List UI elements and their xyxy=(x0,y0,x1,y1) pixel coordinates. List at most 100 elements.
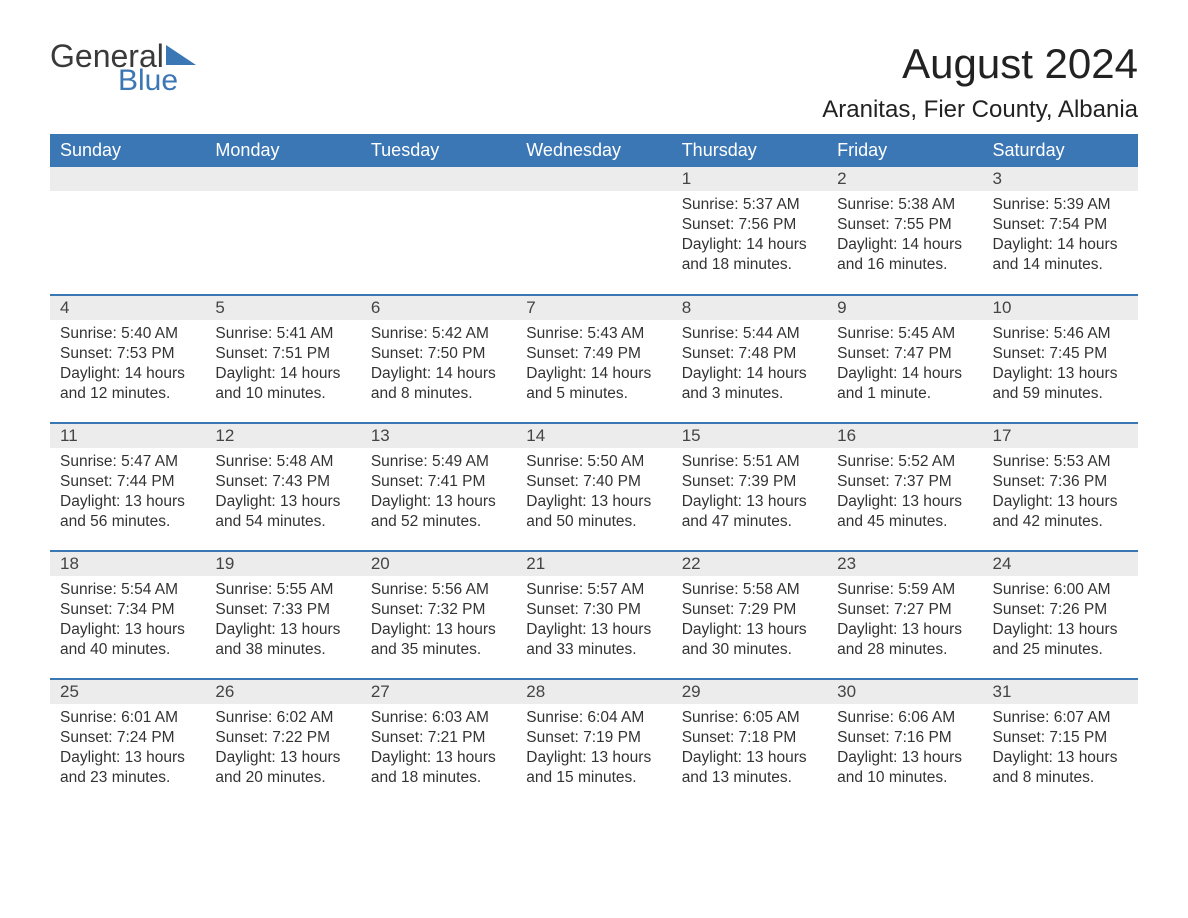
sunrise-text: Sunrise: 5:40 AM xyxy=(60,324,195,344)
daylight-text: Daylight: 13 hours and 40 minutes. xyxy=(60,620,195,660)
day-number: 25 xyxy=(50,680,205,704)
day-number: 23 xyxy=(827,552,982,576)
day-data: Sunrise: 5:49 AMSunset: 7:41 PMDaylight:… xyxy=(361,448,516,541)
logo-text-blue: Blue xyxy=(118,66,178,96)
day-number: 6 xyxy=(361,296,516,320)
day-number: 27 xyxy=(361,680,516,704)
calendar-week-row: 11Sunrise: 5:47 AMSunset: 7:44 PMDayligh… xyxy=(50,423,1138,551)
day-number: 24 xyxy=(983,552,1138,576)
calendar-day-cell: 20Sunrise: 5:56 AMSunset: 7:32 PMDayligh… xyxy=(361,551,516,679)
calendar-day-cell: 24Sunrise: 6:00 AMSunset: 7:26 PMDayligh… xyxy=(983,551,1138,679)
day-number: 21 xyxy=(516,552,671,576)
calendar-day-cell: 22Sunrise: 5:58 AMSunset: 7:29 PMDayligh… xyxy=(672,551,827,679)
sunrise-text: Sunrise: 5:41 AM xyxy=(215,324,350,344)
day-data: Sunrise: 5:41 AMSunset: 7:51 PMDaylight:… xyxy=(205,320,360,413)
calendar-week-row: 25Sunrise: 6:01 AMSunset: 7:24 PMDayligh… xyxy=(50,679,1138,807)
day-number: 13 xyxy=(361,424,516,448)
day-data: Sunrise: 5:38 AMSunset: 7:55 PMDaylight:… xyxy=(827,191,982,284)
calendar-week-row: 18Sunrise: 5:54 AMSunset: 7:34 PMDayligh… xyxy=(50,551,1138,679)
sunrise-text: Sunrise: 5:55 AM xyxy=(215,580,350,600)
calendar-day-cell: 14Sunrise: 5:50 AMSunset: 7:40 PMDayligh… xyxy=(516,423,671,551)
sunset-text: Sunset: 7:39 PM xyxy=(682,472,817,492)
daylight-text: Daylight: 13 hours and 35 minutes. xyxy=(371,620,506,660)
sunset-text: Sunset: 7:29 PM xyxy=(682,600,817,620)
header: General Blue August 2024 Aranitas, Fier … xyxy=(50,40,1138,124)
sunset-text: Sunset: 7:22 PM xyxy=(215,728,350,748)
daylight-text: Daylight: 13 hours and 42 minutes. xyxy=(993,492,1128,532)
daylight-text: Daylight: 14 hours and 3 minutes. xyxy=(682,364,817,404)
daylight-text: Daylight: 13 hours and 38 minutes. xyxy=(215,620,350,660)
sunrise-text: Sunrise: 5:56 AM xyxy=(371,580,506,600)
calendar-day-cell xyxy=(361,167,516,295)
sunset-text: Sunset: 7:24 PM xyxy=(60,728,195,748)
sunset-text: Sunset: 7:43 PM xyxy=(215,472,350,492)
day-number: 30 xyxy=(827,680,982,704)
sunrise-text: Sunrise: 5:50 AM xyxy=(526,452,661,472)
sunset-text: Sunset: 7:55 PM xyxy=(837,215,972,235)
sunrise-text: Sunrise: 5:52 AM xyxy=(837,452,972,472)
day-number: 16 xyxy=(827,424,982,448)
day-data: Sunrise: 5:40 AMSunset: 7:53 PMDaylight:… xyxy=(50,320,205,413)
sunrise-text: Sunrise: 5:45 AM xyxy=(837,324,972,344)
daylight-text: Daylight: 14 hours and 14 minutes. xyxy=(993,235,1128,275)
day-number: 2 xyxy=(827,167,982,191)
daylight-text: Daylight: 13 hours and 30 minutes. xyxy=(682,620,817,660)
day-number: 29 xyxy=(672,680,827,704)
calendar-day-cell: 31Sunrise: 6:07 AMSunset: 7:15 PMDayligh… xyxy=(983,679,1138,807)
daylight-text: Daylight: 13 hours and 54 minutes. xyxy=(215,492,350,532)
weekday-header: Wednesday xyxy=(516,134,671,167)
calendar-day-cell: 2Sunrise: 5:38 AMSunset: 7:55 PMDaylight… xyxy=(827,167,982,295)
daylight-text: Daylight: 13 hours and 52 minutes. xyxy=(371,492,506,532)
sunset-text: Sunset: 7:51 PM xyxy=(215,344,350,364)
title-block: August 2024 Aranitas, Fier County, Alban… xyxy=(822,40,1138,124)
sunset-text: Sunset: 7:21 PM xyxy=(371,728,506,748)
sunrise-text: Sunrise: 5:48 AM xyxy=(215,452,350,472)
day-number: 3 xyxy=(983,167,1138,191)
calendar-day-cell: 11Sunrise: 5:47 AMSunset: 7:44 PMDayligh… xyxy=(50,423,205,551)
day-data: Sunrise: 6:07 AMSunset: 7:15 PMDaylight:… xyxy=(983,704,1138,797)
calendar-week-row: 4Sunrise: 5:40 AMSunset: 7:53 PMDaylight… xyxy=(50,295,1138,423)
day-number xyxy=(50,167,205,191)
sunset-text: Sunset: 7:47 PM xyxy=(837,344,972,364)
day-number: 26 xyxy=(205,680,360,704)
daylight-text: Daylight: 13 hours and 20 minutes. xyxy=(215,748,350,788)
day-number: 15 xyxy=(672,424,827,448)
location: Aranitas, Fier County, Albania xyxy=(822,96,1138,124)
logo: General Blue xyxy=(50,40,196,96)
day-data: Sunrise: 5:44 AMSunset: 7:48 PMDaylight:… xyxy=(672,320,827,413)
sunrise-text: Sunrise: 5:54 AM xyxy=(60,580,195,600)
daylight-text: Daylight: 14 hours and 1 minute. xyxy=(837,364,972,404)
daylight-text: Daylight: 13 hours and 13 minutes. xyxy=(682,748,817,788)
day-data: Sunrise: 5:47 AMSunset: 7:44 PMDaylight:… xyxy=(50,448,205,541)
calendar-day-cell: 5Sunrise: 5:41 AMSunset: 7:51 PMDaylight… xyxy=(205,295,360,423)
day-data: Sunrise: 6:03 AMSunset: 7:21 PMDaylight:… xyxy=(361,704,516,797)
calendar-day-cell: 27Sunrise: 6:03 AMSunset: 7:21 PMDayligh… xyxy=(361,679,516,807)
daylight-text: Daylight: 13 hours and 50 minutes. xyxy=(526,492,661,532)
month-title: August 2024 xyxy=(822,40,1138,88)
day-number: 17 xyxy=(983,424,1138,448)
calendar-day-cell: 9Sunrise: 5:45 AMSunset: 7:47 PMDaylight… xyxy=(827,295,982,423)
sunrise-text: Sunrise: 5:46 AM xyxy=(993,324,1128,344)
calendar-day-cell xyxy=(205,167,360,295)
day-number: 19 xyxy=(205,552,360,576)
calendar-day-cell: 4Sunrise: 5:40 AMSunset: 7:53 PMDaylight… xyxy=(50,295,205,423)
day-data: Sunrise: 5:43 AMSunset: 7:49 PMDaylight:… xyxy=(516,320,671,413)
daylight-text: Daylight: 14 hours and 5 minutes. xyxy=(526,364,661,404)
sunrise-text: Sunrise: 5:57 AM xyxy=(526,580,661,600)
weekday-header: Tuesday xyxy=(361,134,516,167)
day-data: Sunrise: 5:48 AMSunset: 7:43 PMDaylight:… xyxy=(205,448,360,541)
daylight-text: Daylight: 13 hours and 15 minutes. xyxy=(526,748,661,788)
sunset-text: Sunset: 7:53 PM xyxy=(60,344,195,364)
day-data: Sunrise: 5:54 AMSunset: 7:34 PMDaylight:… xyxy=(50,576,205,669)
sunset-text: Sunset: 7:16 PM xyxy=(837,728,972,748)
weekday-header: Friday xyxy=(827,134,982,167)
day-number: 28 xyxy=(516,680,671,704)
sunrise-text: Sunrise: 6:00 AM xyxy=(993,580,1128,600)
daylight-text: Daylight: 13 hours and 33 minutes. xyxy=(526,620,661,660)
daylight-text: Daylight: 13 hours and 59 minutes. xyxy=(993,364,1128,404)
sunset-text: Sunset: 7:15 PM xyxy=(993,728,1128,748)
sunrise-text: Sunrise: 5:39 AM xyxy=(993,195,1128,215)
sunrise-text: Sunrise: 6:07 AM xyxy=(993,708,1128,728)
sunrise-text: Sunrise: 5:38 AM xyxy=(837,195,972,215)
calendar-week-row: 1Sunrise: 5:37 AMSunset: 7:56 PMDaylight… xyxy=(50,167,1138,295)
